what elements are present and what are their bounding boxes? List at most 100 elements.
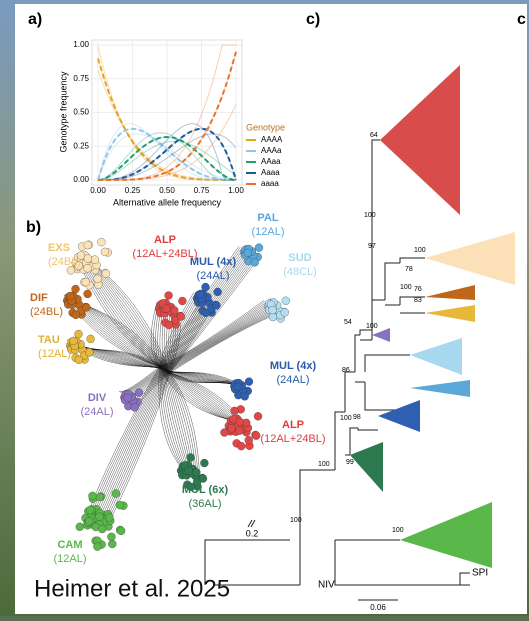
- sample-point: [82, 303, 90, 311]
- sample-point: [165, 291, 173, 299]
- sample-point: [245, 436, 253, 444]
- sample-point: [269, 313, 277, 321]
- sample-point: [178, 297, 186, 305]
- sample-point: [251, 258, 259, 266]
- sample-point: [88, 492, 96, 500]
- legend-label: AAaa: [261, 157, 281, 166]
- sample-point: [165, 321, 173, 329]
- cluster-sample: (24BL): [30, 306, 63, 318]
- sample-point: [93, 543, 101, 551]
- x-tick-label: 0.50: [159, 186, 175, 195]
- bootstrap-label: 100: [340, 415, 352, 422]
- panel-label: b): [26, 219, 41, 236]
- bootstrap-label: 86: [342, 367, 350, 374]
- sample-point: [228, 424, 236, 432]
- bootstrap-label: 76: [414, 286, 422, 293]
- sample-point: [163, 305, 171, 313]
- bootstrap-label: 100: [290, 517, 302, 524]
- cluster-sample: (36AL): [188, 498, 221, 510]
- sample-point: [112, 490, 120, 498]
- cluster-sample: (24BL): [48, 256, 81, 268]
- cluster-sample: (12AL+24BL): [132, 248, 197, 260]
- sample-point: [101, 248, 109, 256]
- sample-point: [254, 412, 262, 420]
- bootstrap-label: 64: [370, 132, 378, 139]
- bootstrap-label: 100: [400, 284, 412, 291]
- cluster-sample: (48CL): [283, 266, 317, 278]
- cluster-name: TAU: [38, 334, 60, 346]
- x-tick-label: 1.00: [228, 186, 244, 195]
- sample-point: [187, 453, 195, 461]
- y-tick-label: 0.00: [73, 175, 89, 184]
- slide: a)b)c)c0.000.000.250.250.500.500.750.751…: [0, 0, 529, 616]
- sample-point: [72, 311, 80, 319]
- sample-point: [237, 442, 245, 450]
- sample-point: [84, 255, 92, 263]
- sample-point: [236, 418, 244, 426]
- bootstrap-label: 100: [414, 247, 426, 254]
- sample-point: [231, 407, 239, 415]
- bootstrap-label: 99: [346, 459, 354, 466]
- sample-point: [108, 540, 116, 548]
- sample-point: [236, 427, 244, 435]
- cluster-sample: (24AL): [80, 406, 113, 418]
- cluster-sample: (12AL): [38, 348, 71, 360]
- cluster-name: CAM: [57, 539, 82, 551]
- y-tick-label: 0.25: [73, 141, 89, 150]
- bootstrap-label: 100: [364, 212, 376, 219]
- sample-point: [72, 285, 80, 293]
- sample-point: [94, 275, 102, 283]
- cluster-name: PAL: [257, 212, 278, 224]
- scale-label: 0.06: [370, 603, 386, 612]
- sample-point: [135, 389, 143, 397]
- cluster-name: MUL (6x): [182, 484, 229, 496]
- sample-point: [70, 337, 78, 345]
- sample-point: [102, 270, 110, 278]
- citation: Heimer et al. 2025: [34, 575, 230, 602]
- sample-point: [75, 356, 83, 364]
- sample-point: [76, 523, 84, 531]
- cluster-sample: (12AL+24BL): [260, 433, 325, 445]
- bootstrap-label: 97: [368, 243, 376, 250]
- sample-point: [117, 527, 125, 535]
- y-tick-label: 1.00: [73, 40, 89, 49]
- sample-point: [105, 513, 113, 521]
- cluster-sample: (24AL): [276, 374, 309, 386]
- sample-point: [200, 459, 208, 467]
- sample-point: [255, 244, 263, 252]
- x-tick-label: 0.75: [194, 186, 210, 195]
- sample-point: [199, 475, 207, 483]
- panel-label: c: [517, 11, 526, 28]
- sample-point: [75, 330, 83, 338]
- sample-point: [245, 378, 253, 386]
- sample-point: [85, 517, 93, 525]
- legend-title: Genotype: [246, 122, 285, 132]
- sample-point: [85, 348, 93, 356]
- cluster-sample: (24AL): [196, 270, 229, 282]
- sample-point: [220, 429, 228, 437]
- legend-label: aaaa: [261, 179, 279, 188]
- sample-point: [96, 493, 104, 501]
- cluster-name: ALP: [154, 234, 176, 246]
- legend-label: AAAa: [261, 146, 282, 155]
- sample-point: [97, 238, 105, 246]
- sample-point: [268, 306, 276, 314]
- cluster-sample: (12AL): [53, 553, 86, 565]
- sample-point: [214, 288, 222, 296]
- sample-point: [98, 525, 106, 533]
- sample-point: [124, 394, 132, 402]
- sample-point: [95, 513, 103, 521]
- sample-point: [282, 297, 290, 305]
- panel-label: a): [28, 11, 42, 28]
- sample-point: [244, 249, 252, 257]
- y-axis-label: Genotype frequency: [58, 71, 68, 153]
- bootstrap-label: 98: [353, 414, 361, 421]
- sample-point: [91, 256, 99, 264]
- sample-point: [116, 501, 124, 509]
- cluster-name: DIV: [88, 392, 107, 404]
- sample-point: [185, 467, 193, 475]
- sample-point: [107, 533, 115, 541]
- sample-point: [84, 290, 92, 298]
- sample-point: [281, 308, 289, 316]
- panel-label: c): [306, 11, 320, 28]
